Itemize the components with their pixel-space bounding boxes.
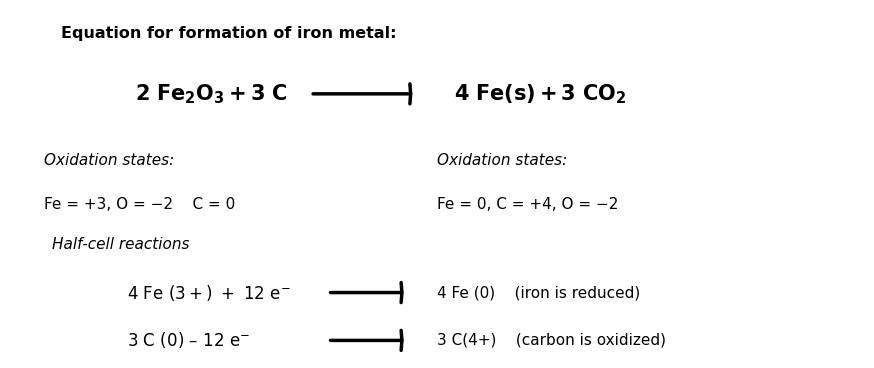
Text: $3\ \mathrm{C}\ (0)\ \text{–}\ 12\ \mathrm{e}^{-}$: $3\ \mathrm{C}\ (0)\ \text{–}\ 12\ \math… xyxy=(127,330,250,350)
Text: Oxidation states:: Oxidation states: xyxy=(44,153,174,167)
Text: Fe = 0, C = +4, O = −2: Fe = 0, C = +4, O = −2 xyxy=(437,197,619,212)
Text: Equation for formation of iron metal:: Equation for formation of iron metal: xyxy=(61,26,397,41)
Text: 4 Fe (0)    (iron is reduced): 4 Fe (0) (iron is reduced) xyxy=(437,285,641,300)
Text: Half-cell reactions: Half-cell reactions xyxy=(52,237,190,252)
Text: 3 C(4+)    (carbon is oxidized): 3 C(4+) (carbon is oxidized) xyxy=(437,333,666,348)
Text: Oxidation states:: Oxidation states: xyxy=(437,153,567,167)
Text: $\mathbf{4\ Fe(s) + 3\ CO_2}$: $\mathbf{4\ Fe(s) + 3\ CO_2}$ xyxy=(454,82,627,106)
Text: $\mathbf{2\ Fe_2O_3 + 3\ C}$: $\mathbf{2\ Fe_2O_3 + 3\ C}$ xyxy=(135,82,288,106)
Text: Fe = +3, O = −2    C = 0: Fe = +3, O = −2 C = 0 xyxy=(44,197,235,212)
Text: $4\ \mathrm{Fe}\ (3+)\ +\ 12\ \mathrm{e}^{-}$: $4\ \mathrm{Fe}\ (3+)\ +\ 12\ \mathrm{e}… xyxy=(127,283,290,302)
